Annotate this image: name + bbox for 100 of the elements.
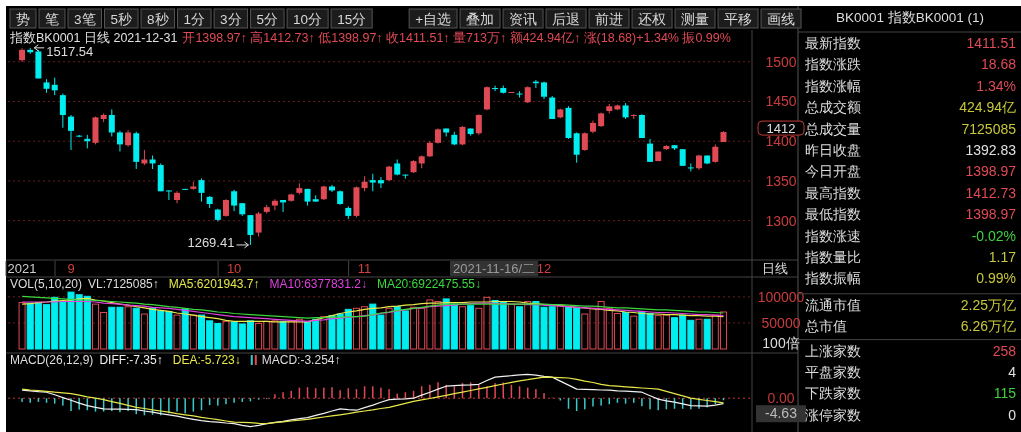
button: 资讯 (502, 8, 544, 29)
legend-label: MACD:-3.254↑ (261, 353, 341, 367)
x-axis-title: 日线 (762, 261, 788, 276)
series-label: MA5:6201943.7↑ (168, 277, 260, 291)
category-label: 总成交量 (804, 120, 861, 137)
button: 10分 (286, 8, 329, 29)
bar (181, 308, 189, 350)
bar (173, 314, 181, 350)
bar (222, 320, 230, 350)
series-label: VL:7125085↑ (88, 277, 159, 291)
series-label: MA20:6922475.55↓ (376, 277, 482, 291)
text: 424.94亿 (959, 99, 1016, 116)
category-label: 昨日收盘 (805, 142, 861, 158)
bar (507, 303, 515, 350)
text: BK0001 指数BK0001 (1) (835, 10, 985, 25)
bar (189, 314, 197, 350)
button: 后退 (545, 8, 587, 29)
text: 1.34% (976, 77, 1016, 94)
text: 258 (992, 342, 1016, 359)
bar (132, 307, 140, 350)
y-tick-label: 100000 (757, 288, 805, 305)
x-tick-label: 9 (67, 261, 75, 276)
chart-title: MACD(26,12,9) (10, 353, 94, 367)
y-tick-label: 1300 (765, 212, 797, 229)
text: MA10:6377831.2↓ (269, 277, 367, 291)
text: -0.02% (971, 227, 1016, 244)
bar (524, 301, 532, 350)
text: 115 (993, 385, 1016, 402)
y-tick-label: 1450 (765, 93, 797, 110)
bar (18, 302, 26, 350)
button: 前进 (588, 8, 630, 29)
category-label: 最高指数 (805, 184, 861, 201)
button: 平移 (717, 8, 759, 29)
bar (516, 306, 524, 350)
bar (124, 306, 132, 350)
category-label: 平盘家数 (805, 364, 861, 380)
x-tick-label: 10 (226, 261, 242, 276)
category-label: 上涨家数 (805, 342, 861, 359)
bar (703, 318, 711, 350)
button: 8秒 (140, 8, 176, 29)
x-tick-label: 2021 (7, 261, 37, 276)
text: 2.25万亿 (960, 296, 1016, 313)
annotation: 1517.54 (46, 43, 94, 59)
chart-title: VOL(5,10,20) (10, 277, 83, 291)
bar (695, 318, 703, 350)
category-label: 指数涨跌 (804, 56, 861, 73)
button: 5秒 (104, 8, 139, 29)
button: +自选 (408, 8, 458, 29)
text: 2021-11-16/二 (453, 261, 536, 276)
y-tick-label: 1500 (765, 53, 797, 70)
category-label: 指数涨速 (804, 227, 861, 244)
text: 1398.97 (965, 206, 1016, 223)
y-tick-label: 50000 (761, 314, 801, 331)
category-label: 指数振幅 (804, 270, 861, 287)
category-label: 涨停家数 (805, 406, 861, 423)
bar (630, 315, 638, 350)
category-label: 流通市值 (805, 296, 861, 313)
y-axis-title: 100倍 (762, 335, 800, 351)
text: 1398.97 (965, 163, 1016, 180)
text: 6.26万亿 (960, 318, 1016, 335)
button: 还权 (631, 8, 673, 29)
button: 1分 (177, 8, 212, 29)
button: 笔 (38, 8, 66, 29)
bar (320, 316, 328, 350)
text: 1412.73 (965, 184, 1016, 201)
text: 1392.83 (965, 142, 1016, 158)
x-tick-label: 11 (357, 261, 372, 276)
button: 15分 (330, 8, 373, 29)
text: DEA:-5.723↓ (172, 353, 241, 367)
text: DIFF:-7.35↑ (99, 353, 163, 367)
text: 0.99% (976, 270, 1016, 287)
bar (140, 313, 148, 350)
button: 叠加 (459, 8, 501, 29)
category-label: 下跌家数 (805, 385, 861, 402)
text: 1411.51 (966, 35, 1016, 51)
annotation: 1269.41 (187, 234, 235, 250)
button: 测量 (674, 8, 716, 29)
button: 3分 (213, 8, 249, 29)
text: 18.68 (980, 56, 1016, 73)
x-tick-label: 12 (536, 261, 552, 276)
bar (458, 306, 466, 350)
bar (279, 320, 287, 350)
button: 3笔 (67, 8, 102, 29)
y-tick-label: 1350 (765, 172, 797, 189)
bar (622, 311, 630, 350)
category-label: 总市值 (804, 318, 847, 335)
text: 1.17 (988, 249, 1016, 265)
category-label: 总成交额 (804, 99, 861, 116)
button: 5分 (250, 8, 285, 29)
ref-line-label: 0.00 (767, 390, 795, 407)
text: 7125085 (961, 120, 1016, 137)
bar (467, 305, 475, 350)
category-label: 指数量比 (804, 249, 861, 265)
button: 画线 (760, 8, 802, 29)
bar (385, 307, 393, 350)
category-label: 指数涨幅 (804, 77, 861, 94)
category-label: 最低指数 (805, 206, 861, 223)
text: -4.63 (765, 405, 798, 422)
text: 4 (1008, 364, 1016, 380)
bar (556, 304, 564, 350)
